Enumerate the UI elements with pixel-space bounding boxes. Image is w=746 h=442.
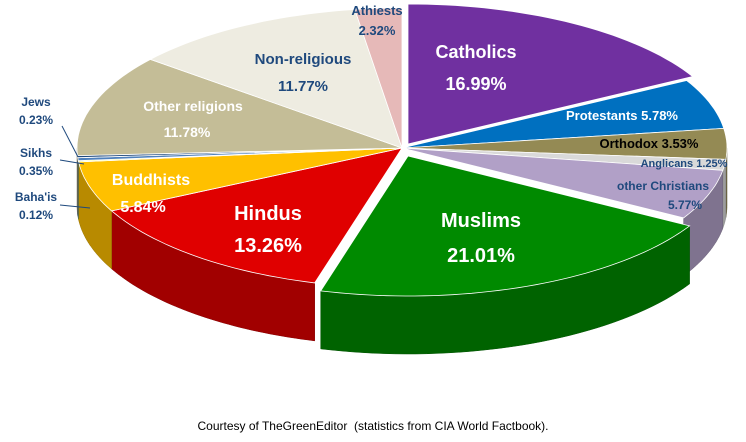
slice-value-anglicans: 1.25% [696,158,727,170]
pie-slice-muslims [320,155,691,297]
slice-value-catholics: 16.99% [445,74,506,94]
slice-name-jews: Jews [21,95,51,109]
slice-name-muslims: Muslims [441,210,521,232]
slice-name-other-religions: Other religions [143,98,243,114]
slice-value-other-christians: 5.77% [668,198,702,212]
pie-slice-athiests [354,7,403,149]
data-label-orthodox: Orthodox 3.53% [600,136,699,151]
pie-slice-non-religious [149,9,403,149]
slice-value-muslims: 21.01% [447,245,515,267]
pie-top [76,3,728,297]
pie-leaders [59,125,91,209]
slice-name-catholics: Catholics [435,42,516,62]
pie-slice-hindus [110,147,403,284]
slice-name-hindus: Hindus [234,203,302,225]
slice-value-hindus: 13.26% [234,235,302,257]
pie-labels: Catholics 16.99% Protestants 5.78% Orthodox… [15,3,728,267]
slice-value-protestants: 5.78% [641,108,678,123]
slice-name-non-religious: Non-religious [255,51,352,68]
data-label-protestants: Protestants 5.78% [566,108,678,123]
slice-name-buddhists: Buddhists [112,172,190,189]
slice-value-orthodox: 3.53% [662,136,699,151]
slice-name-sikhs: Sikhs [20,146,52,160]
data-label-anglicans: Anglicans 1.25% [641,158,728,170]
pie-slice-other-religions [76,58,403,157]
slice-name-athiests: Athiests [351,3,402,18]
slice-name-other-christians: other Christians [617,179,709,193]
slice-value-buddhists: 5.84% [120,199,165,216]
slice-value-baha-is: 0.12% [19,208,53,222]
leader-line-baha-is [59,204,91,209]
pie-slice-protestants [401,80,725,149]
slice-value-non-religious: 11.77% [278,78,328,95]
slice-name-anglicans: Anglicans [641,158,697,170]
pie-slice-orthodox [401,127,728,160]
slice-value-athiests: 2.32% [359,23,396,38]
pie-slice-buddhists [78,147,403,212]
pie-slice-other-christians [401,147,724,219]
slice-name-protestants: Protestants [566,108,641,123]
slice-name-baha-is: Baha'is [15,190,58,204]
slice-value-jews: 0.23% [19,113,53,127]
slice-name-orthodox: Orthodox [600,136,662,151]
slice-value-other-religions: 11.78% [164,124,211,140]
slice-value-sikhs: 0.35% [19,164,53,178]
pie-slice-catholics [407,3,694,145]
leader-line-sikhs [59,159,85,165]
leader-line-jews [61,125,79,158]
chart-caption: Courtesy of TheGreenEditor (statistics f… [197,419,549,433]
religion-pie-chart: Catholics 16.99% Protestants 5.78% Orthodox… [15,3,728,355]
